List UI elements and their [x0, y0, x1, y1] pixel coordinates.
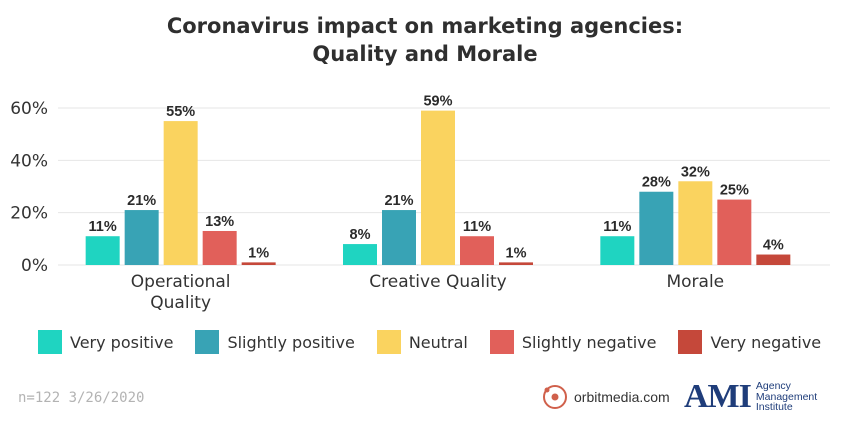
data-label: 4% [763, 238, 784, 254]
legend-item: Slightly positive [195, 330, 355, 354]
data-label: 1% [506, 245, 527, 261]
data-label: 59% [423, 94, 452, 110]
bar [499, 262, 533, 265]
chart-title-line-2: Quality and Morale [312, 42, 538, 66]
bar [202, 230, 237, 265]
x-category-label: Operational [131, 272, 231, 292]
ami-logo-mark: AMI [684, 378, 752, 415]
bar [382, 210, 416, 265]
data-label: 1% [248, 245, 269, 261]
bar [343, 244, 377, 265]
data-label: 11% [89, 219, 117, 235]
ami-sub-line-1: Agency [755, 380, 791, 393]
x-category-label: Morale [666, 272, 724, 292]
bar [600, 236, 635, 265]
legend-item: Slightly negative [489, 330, 657, 354]
bar [678, 181, 713, 265]
y-tick-label: 40% [10, 151, 48, 171]
chart-title-line-1: Coronavirus impact on marketing agencies… [166, 14, 684, 38]
data-label: 55% [166, 104, 195, 120]
ami-sub-line-2: Management [755, 390, 818, 403]
y-tick-label: 60% [10, 99, 48, 119]
data-label: 32% [681, 164, 710, 180]
legend-swatch [489, 330, 514, 354]
data-label: 28% [642, 175, 671, 191]
legend-swatch [376, 330, 401, 354]
legend-label: Very positive [70, 332, 174, 352]
ami-logo: AMI Agency Management Institute [684, 380, 817, 414]
bar-chart: 0% 20% 40% 60% 11% 21% 55% 13% 1% OperationalQual… [10, 94, 830, 313]
data-label: 25% [720, 183, 749, 199]
legend-label: Neutral [408, 332, 468, 352]
data-label: 11% [603, 219, 631, 235]
legend-swatch [678, 330, 703, 354]
bar [124, 210, 159, 265]
legend-item: Very negative [678, 330, 821, 354]
legend-swatch [195, 330, 220, 354]
orbit-circle-icon [543, 385, 567, 409]
x-category-label: Quality [150, 293, 211, 313]
sample-note: n=122 3/26/2020 [18, 390, 145, 406]
legend-item: Neutral [376, 330, 468, 354]
bar [639, 191, 674, 265]
data-label: 8% [350, 227, 371, 243]
bar [460, 236, 494, 265]
chart-title: Coronavirus impact on marketing agencies… [0, 12, 850, 68]
bar [421, 110, 455, 265]
orbitmedia-logo: orbitmedia.com [542, 384, 670, 410]
legend-item: Very positive [38, 330, 173, 354]
bar [756, 254, 791, 265]
data-label: 21% [384, 193, 413, 209]
legend-label: Slightly negative [521, 332, 657, 352]
data-label: 21% [127, 193, 156, 209]
legend-label: Very negative [710, 332, 822, 352]
legend-label: Slightly positive [227, 332, 355, 352]
bar [717, 199, 752, 265]
bar [163, 121, 198, 265]
y-tick-label: 0% [21, 256, 48, 276]
legend: Very positive Slightly positive Neutral Sli… [38, 330, 843, 354]
data-label: 13% [205, 214, 234, 230]
bar [241, 262, 276, 265]
y-tick-label: 20% [10, 204, 48, 224]
ami-logo-subtitle: Agency Management Institute [756, 381, 817, 413]
orbitmedia-logo-text: orbitmedia.com [574, 389, 670, 405]
legend-swatch [38, 330, 62, 354]
x-category-label: Creative Quality [369, 272, 506, 292]
bar [85, 236, 120, 265]
ami-sub-line-3: Institute [755, 401, 793, 414]
data-label: 11% [463, 219, 491, 235]
